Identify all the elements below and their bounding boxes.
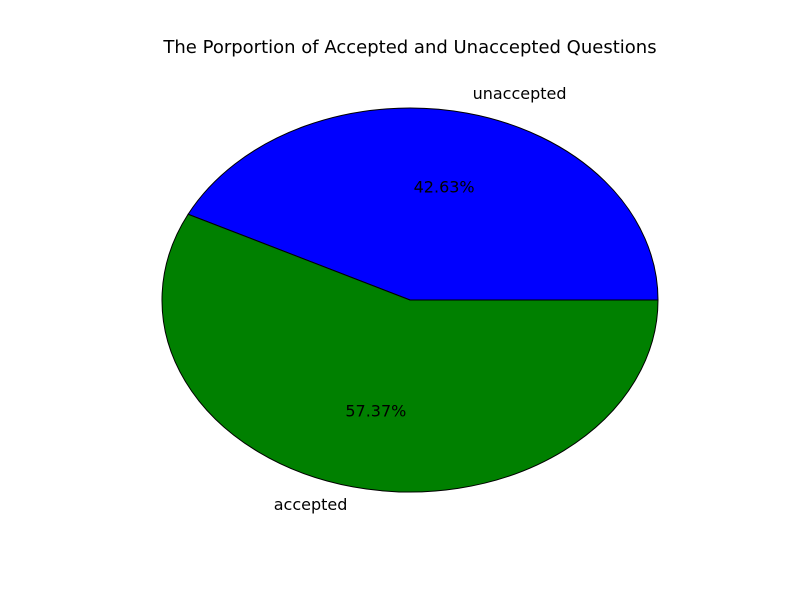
pct-label-accepted: 57.37% [345, 402, 406, 421]
chart-title: The Porportion of Accepted and Unaccepte… [162, 37, 656, 58]
slice-label-accepted: accepted [274, 495, 348, 514]
pie-plot-area: unaccepted 42.63% accepted 57.37% [161, 84, 659, 514]
slice-label-unaccepted: unaccepted [473, 84, 567, 103]
pie-slice-accepted [161, 213, 659, 493]
pie-slice-unaccepted [187, 107, 659, 301]
pct-label-unaccepted: 42.63% [414, 177, 475, 196]
